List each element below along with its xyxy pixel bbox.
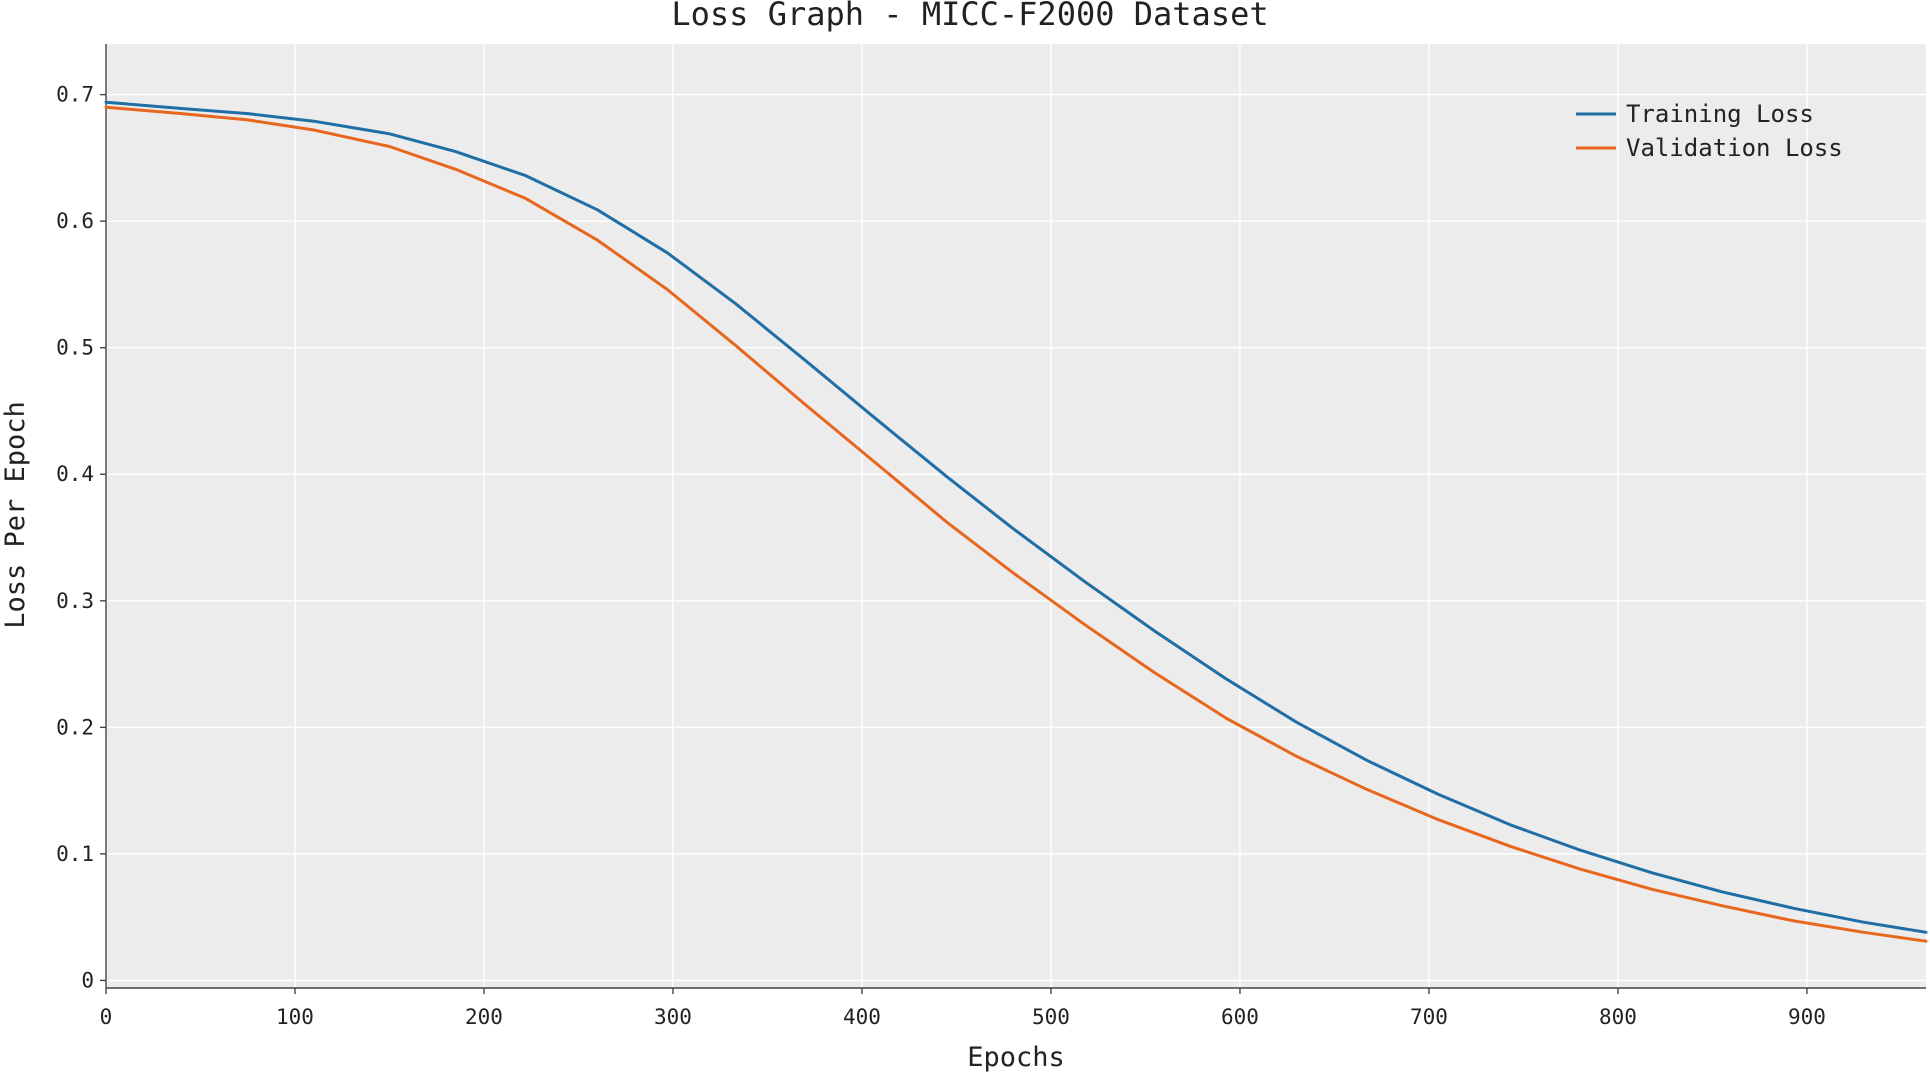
legend: Training Loss Validation Loss <box>1576 100 1843 162</box>
x-tick-label: 900 <box>1788 1005 1826 1029</box>
chart-title: Loss Graph - MICC-F2000 Dataset <box>671 0 1268 33</box>
x-tick-label: 100 <box>276 1005 314 1029</box>
x-tick-label: 400 <box>843 1005 881 1029</box>
x-tick-label: 700 <box>1410 1005 1448 1029</box>
axis-lines <box>100 44 1926 994</box>
x-tick-label: 600 <box>1221 1005 1259 1029</box>
validation-loss-line <box>104 105 1928 943</box>
y-tick-label: 0.4 <box>56 462 94 486</box>
y-tick-label: 0.6 <box>56 209 94 233</box>
y-tick-label: 0.2 <box>56 715 94 739</box>
y-tick-label: 0.3 <box>56 589 94 613</box>
y-tick-label: 0.5 <box>56 336 94 360</box>
x-tick-label: 0 <box>100 1005 113 1029</box>
x-tick-label: 300 <box>654 1005 692 1029</box>
y-tick-label: 0 <box>81 968 94 992</box>
legend-label-training-loss: Training Loss <box>1626 100 1814 128</box>
x-tick-label: 200 <box>465 1005 503 1029</box>
grid-lines <box>105 44 1926 988</box>
series-lines <box>104 100 1928 943</box>
y-axis-label: Loss Per Epoch <box>0 401 31 629</box>
tick-labels: 0 100 200 300 400 500 600 700 800 900 0 0.1 0.2 0.3 0.… <box>56 83 1826 1029</box>
x-tick-label: 800 <box>1599 1005 1637 1029</box>
training-loss-line <box>104 100 1928 934</box>
x-tick-label: 500 <box>1032 1005 1070 1029</box>
plot-area <box>106 44 1926 988</box>
y-tick-label: 0.7 <box>56 83 94 107</box>
x-axis-label: Epochs <box>967 1042 1065 1073</box>
y-tick-label: 0.1 <box>56 842 94 866</box>
legend-label-validation-loss: Validation Loss <box>1626 134 1843 162</box>
